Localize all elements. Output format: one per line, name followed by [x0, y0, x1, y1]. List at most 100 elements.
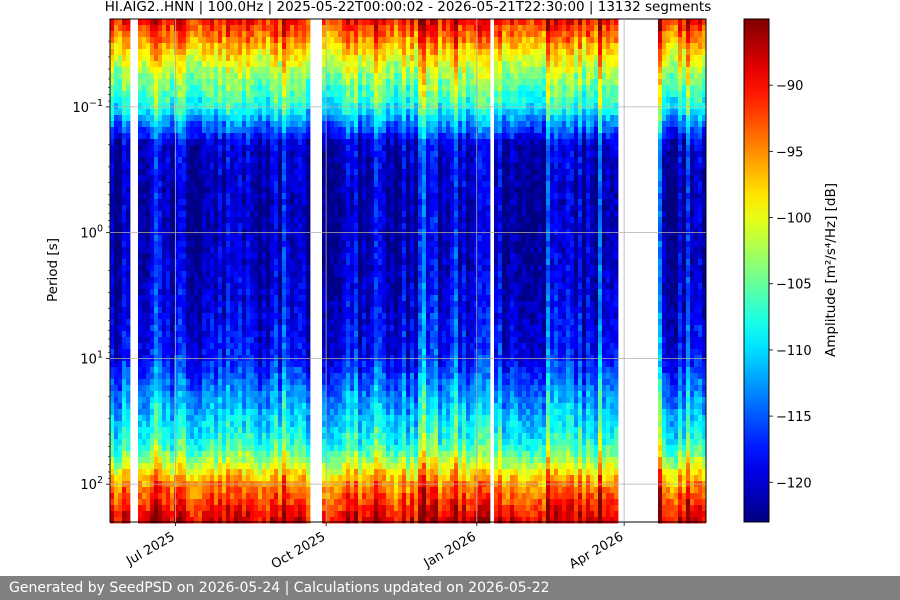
psd-cell	[298, 451, 303, 458]
psd-cell	[306, 229, 311, 236]
psd-cell	[258, 313, 263, 320]
psd-cell	[334, 289, 339, 296]
psd-cell	[210, 493, 215, 500]
psd-cell	[302, 115, 307, 122]
psd-cell	[362, 139, 367, 146]
psd-cell	[346, 427, 351, 434]
psd-cell	[174, 361, 179, 368]
psd-cell	[182, 265, 187, 272]
psd-cell	[146, 493, 151, 500]
psd-cell	[190, 145, 195, 152]
psd-cell	[138, 277, 143, 284]
psd-cell	[238, 469, 243, 476]
psd-cell	[254, 193, 259, 200]
psd-cell	[126, 337, 131, 344]
psd-cell	[262, 295, 267, 302]
psd-cell	[286, 31, 291, 38]
psd-cell	[366, 175, 371, 182]
psd-cell	[178, 271, 183, 278]
psd-cell	[210, 343, 215, 350]
psd-cell	[246, 163, 251, 170]
psd-cell	[326, 205, 331, 212]
psd-cell	[138, 487, 143, 494]
psd-cell	[350, 319, 355, 326]
psd-cell	[302, 367, 307, 374]
psd-cell	[182, 289, 187, 296]
psd-cell	[302, 361, 307, 368]
psd-cell	[186, 175, 191, 182]
psd-cell	[218, 409, 223, 416]
psd-cell	[330, 415, 335, 422]
psd-cell	[206, 499, 211, 506]
psd-cell	[126, 271, 131, 278]
psd-cell	[274, 241, 279, 248]
psd-cell	[258, 487, 263, 494]
psd-cell	[154, 193, 159, 200]
psd-cell	[186, 367, 191, 374]
psd-cell	[294, 487, 299, 494]
psd-cell	[282, 31, 287, 38]
psd-cell	[338, 241, 343, 248]
psd-cell	[270, 301, 275, 308]
psd-cell	[262, 445, 267, 452]
psd-cell	[170, 133, 175, 140]
psd-cell	[230, 163, 235, 170]
psd-cell	[118, 43, 123, 50]
psd-cell	[302, 331, 307, 338]
psd-cell	[266, 121, 271, 128]
psd-cell	[210, 145, 215, 152]
psd-cell	[118, 187, 123, 194]
psd-cell	[338, 181, 343, 188]
psd-cell	[182, 133, 187, 140]
psd-cell	[362, 409, 367, 416]
psd-cell	[338, 433, 343, 440]
psd-cell	[222, 421, 227, 428]
psd-cell	[270, 217, 275, 224]
psd-cell	[326, 157, 331, 164]
psd-cell	[186, 319, 191, 326]
psd-cell	[342, 211, 347, 218]
psd-cell	[234, 121, 239, 128]
psd-cell	[178, 49, 183, 56]
psd-cell	[218, 31, 223, 38]
psd-cell	[162, 19, 167, 26]
psd-cell	[350, 115, 355, 122]
psd-cell	[282, 487, 287, 494]
psd-cell	[274, 97, 279, 104]
psd-cell	[202, 175, 207, 182]
psd-cell	[262, 367, 267, 374]
psd-cell	[234, 193, 239, 200]
psd-cell	[242, 253, 247, 260]
psd-cell	[346, 103, 351, 110]
psd-cell	[166, 373, 171, 380]
psd-cell	[322, 121, 327, 128]
psd-cell	[330, 151, 335, 158]
psd-cell	[126, 217, 131, 224]
psd-cell	[330, 457, 335, 464]
psd-cell	[266, 115, 271, 122]
psd-cell	[262, 61, 267, 68]
psd-cell	[226, 73, 231, 80]
psd-cell	[334, 211, 339, 218]
psd-cell	[266, 85, 271, 92]
psd-cell	[226, 517, 231, 524]
psd-cell	[294, 187, 299, 194]
psd-cell	[350, 229, 355, 236]
psd-cell	[246, 493, 251, 500]
psd-cell	[118, 85, 123, 92]
psd-cell	[254, 343, 259, 350]
psd-cell	[170, 283, 175, 290]
psd-cell	[258, 235, 263, 242]
psd-cell	[186, 283, 191, 290]
psd-cell	[302, 301, 307, 308]
psd-cell	[266, 457, 271, 464]
psd-cell	[358, 349, 363, 356]
psd-cell	[118, 259, 123, 266]
psd-cell	[170, 463, 175, 470]
psd-cell	[206, 421, 211, 428]
psd-cell	[242, 169, 247, 176]
psd-cell	[270, 229, 275, 236]
psd-cell	[238, 37, 243, 44]
psd-cell	[302, 265, 307, 272]
psd-cell	[218, 181, 223, 188]
